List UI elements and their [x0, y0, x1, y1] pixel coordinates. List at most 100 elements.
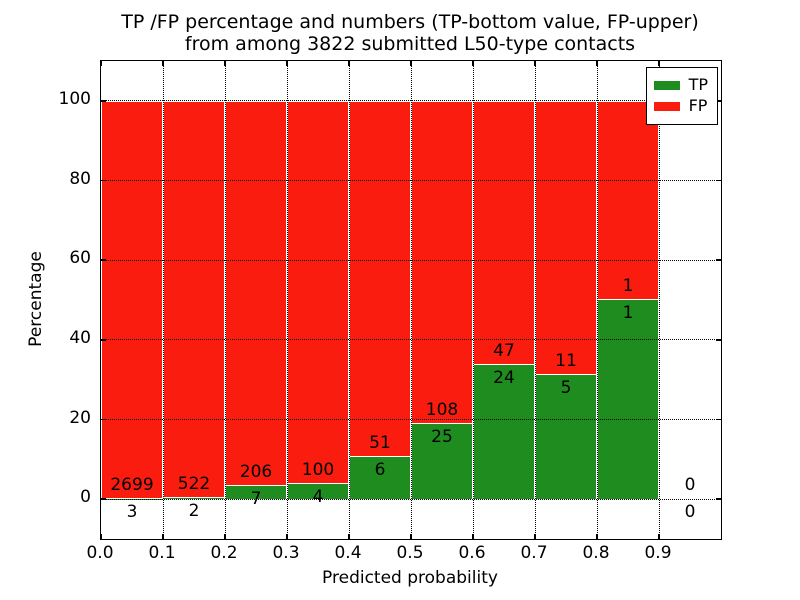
legend-label-fp: FP [688, 96, 708, 115]
gridline-horizontal [101, 259, 721, 261]
tp-count-label: 0 [684, 502, 696, 523]
gridline-vertical [286, 61, 288, 539]
gridline-vertical [596, 61, 598, 539]
x-tick-mark [472, 61, 474, 66]
gridline-vertical [472, 61, 474, 539]
y-tick-mark [101, 259, 106, 261]
bar-fp-segment [535, 100, 597, 375]
tp-count-label: 5 [560, 377, 572, 398]
x-tick-label: 0.7 [520, 543, 548, 563]
x-tick-mark [410, 534, 412, 539]
chart-title: TP /FP percentage and numbers (TP-bottom… [90, 11, 730, 55]
legend-swatch-tp [653, 80, 680, 90]
x-tick-mark [224, 61, 226, 66]
x-tick-mark [596, 61, 598, 66]
fp-count-label: 1 [622, 276, 634, 296]
y-tick-label: 0 [80, 487, 91, 508]
gridline-horizontal [101, 180, 721, 181]
x-tick-label: 0.0 [86, 543, 114, 563]
x-tick-mark [286, 534, 288, 539]
fp-count-label: 2699 [110, 474, 154, 495]
y-tick-mark [716, 498, 721, 500]
gridline-horizontal [101, 498, 721, 500]
y-tick-mark [101, 179, 106, 182]
tp-count-label: 6 [374, 460, 386, 481]
fp-count-label: 522 [177, 473, 211, 494]
legend-entry-fp: FP [653, 96, 708, 115]
legend: TP FP [645, 67, 718, 125]
x-tick-mark [348, 61, 350, 66]
gridline-vertical [658, 61, 660, 539]
fp-count-label: 51 [369, 433, 391, 454]
fp-count-label: 108 [425, 400, 459, 421]
y-tick-label: 60 [69, 248, 91, 269]
bar-fp-segment [411, 100, 473, 425]
gridline-horizontal [101, 339, 721, 341]
x-tick-mark [286, 61, 288, 66]
bar-fp-segment [349, 100, 411, 458]
gridline-vertical [410, 61, 412, 539]
y-tick-mark [101, 418, 106, 421]
tp-count-label: 4 [312, 486, 324, 507]
chart-title-line1: TP /FP percentage and numbers (TP-bottom… [121, 11, 699, 33]
x-tick-mark [534, 534, 536, 539]
y-tick-label: 20 [69, 407, 91, 428]
tp-count-label: 2 [188, 500, 200, 521]
x-tick-mark [348, 534, 350, 539]
tp-count-label: 24 [493, 367, 515, 388]
fp-count-label: 206 [239, 462, 273, 483]
tp-count-label: 1 [622, 303, 634, 323]
tp-count-label: 7 [250, 489, 262, 510]
y-tick-mark [101, 339, 106, 341]
x-tick-label: 0.6 [458, 543, 486, 563]
bar-fp-segment [597, 100, 659, 300]
y-tick-label: 40 [69, 327, 91, 348]
x-tick-mark [224, 534, 226, 539]
bar-fp-segment [225, 100, 287, 487]
fp-count-label: 11 [555, 350, 577, 371]
y-tick-label: 80 [69, 168, 91, 189]
fp-count-label: 100 [301, 459, 335, 480]
plot-area: TP FP 2699 3 522 2 206 7 100 4 51 6 108 25 47 24 11 5 1 1 0… [100, 60, 722, 540]
x-tick-mark [410, 61, 412, 66]
x-tick-mark [162, 61, 164, 66]
y-tick-mark [716, 100, 721, 102]
x-tick-label: 0.3 [272, 543, 300, 563]
x-tick-label: 0.9 [644, 543, 672, 563]
x-tick-mark [100, 61, 102, 66]
y-tick-mark [101, 498, 106, 500]
x-tick-mark [100, 534, 102, 539]
bar-fp-segment [287, 100, 349, 484]
x-tick-mark [162, 534, 164, 539]
tp-count-label: 3 [126, 501, 138, 522]
x-tick-label: 0.2 [210, 543, 238, 563]
fp-count-label: 47 [493, 340, 515, 361]
y-tick-mark [716, 259, 721, 261]
gridline-vertical [224, 61, 226, 539]
tp-count-label: 25 [431, 427, 453, 448]
y-tick-label: 100 [58, 88, 91, 109]
x-tick-mark [596, 534, 598, 539]
x-tick-label: 0.1 [148, 543, 176, 563]
x-tick-label: 0.8 [582, 543, 610, 563]
bar-fp-segment [101, 100, 163, 499]
bar-fp-segment [473, 100, 535, 365]
x-tick-label: 0.4 [334, 543, 362, 563]
bar-tp-segment [597, 300, 659, 500]
y-tick-mark [716, 418, 721, 421]
bar-tp-segment [535, 374, 597, 500]
x-tick-label: 0.5 [396, 543, 424, 563]
bar-tp-segment [473, 364, 535, 500]
x-tick-mark [472, 534, 474, 539]
legend-swatch-fp [653, 101, 680, 111]
x-axis-label: Predicted probability [322, 568, 498, 588]
y-tick-mark [716, 339, 721, 341]
legend-entry-tp: TP [653, 75, 708, 94]
fp-count-label: 0 [684, 475, 696, 496]
gridline-vertical [162, 61, 164, 539]
gridline-horizontal [101, 419, 721, 420]
gridline-vertical [348, 61, 350, 539]
legend-label-tp: TP [688, 75, 708, 94]
y-tick-mark [101, 100, 106, 102]
